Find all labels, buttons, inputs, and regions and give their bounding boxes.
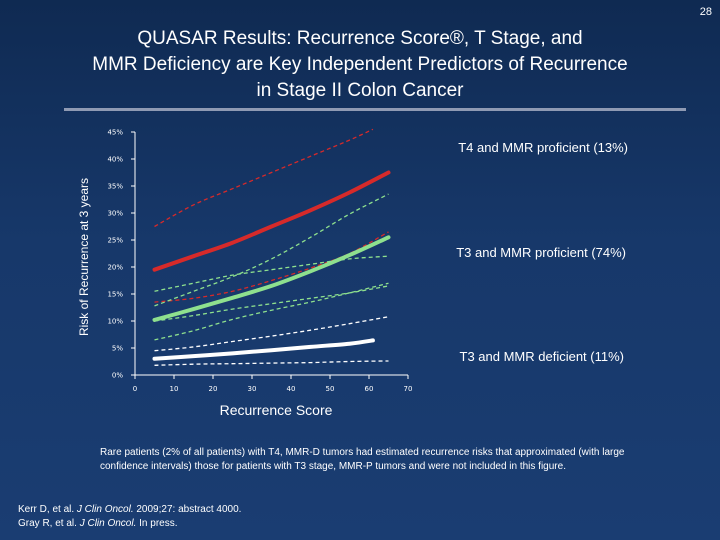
y-tick-label: 10% xyxy=(107,318,123,326)
confidence-band-line-7 xyxy=(154,285,389,322)
slide-number: 28 xyxy=(699,6,712,18)
reference-2: Gray R, et al. J Clin Oncol. In press. xyxy=(18,518,178,529)
x-tick-label: 0 xyxy=(133,385,137,393)
x-tick-label: 50 xyxy=(326,385,335,393)
y-tick-label: 30% xyxy=(107,210,123,218)
chart-axes: 0% 5% 10% 15% 20% 25% 30% 35% 40% 45% 0 10 20 30 40 50 6… xyxy=(107,129,412,394)
confidence-band-line-6 xyxy=(154,255,389,292)
estimate-line-0 xyxy=(152,170,391,272)
y-tick-label: 35% xyxy=(107,183,123,191)
y-tick-label: 5% xyxy=(112,345,123,353)
y-tick-label: 40% xyxy=(107,156,123,164)
title-line-3: in Stage II Colon Cancer xyxy=(256,80,464,101)
confidence-band-line-5 xyxy=(154,282,389,341)
confidence-band-line-2 xyxy=(154,231,389,303)
chart-series xyxy=(152,128,391,366)
x-axis-label: Recurrence Score xyxy=(219,402,333,418)
x-tick-label: 70 xyxy=(404,385,413,393)
x-tick-label: 40 xyxy=(287,385,296,393)
annotation-t3-mmr-deficient: T3 and MMR deficient (11%) xyxy=(460,349,625,364)
references: Kerr D, et al. J Clin Oncol. 2009;27: ab… xyxy=(18,503,241,531)
title-line-1: QUASAR Results: Recurrence Score®, T Sta… xyxy=(137,28,583,49)
y-tick-label: 20% xyxy=(107,264,123,272)
x-tick-label: 10 xyxy=(170,385,179,393)
reference-1: Kerr D, et al. J Clin Oncol. 2009;27: ab… xyxy=(18,504,242,515)
confidence-band-line-9 xyxy=(154,316,389,352)
x-tick-label: 60 xyxy=(365,385,374,393)
x-tick-label: 20 xyxy=(209,385,218,393)
y-tick-label: 45% xyxy=(107,129,123,137)
annotation-t3-mmr-proficient: T3 and MMR proficient (74%) xyxy=(456,245,626,260)
estimate-line-3 xyxy=(152,235,391,322)
slide-title: QUASAR Results: Recurrence Score®, T Sta… xyxy=(0,26,720,104)
title-divider xyxy=(64,108,686,111)
y-tick-label: 0% xyxy=(112,372,123,380)
confidence-band-line-4 xyxy=(154,193,389,307)
y-tick-label: 15% xyxy=(107,291,123,299)
annotation-t4-mmr-proficient: T4 and MMR proficient (13%) xyxy=(458,140,628,155)
confidence-band-line-10 xyxy=(154,360,389,366)
y-tick-label: 25% xyxy=(107,237,123,245)
estimate-line-8 xyxy=(152,338,375,361)
x-tick-label: 30 xyxy=(248,385,257,393)
title-line-2: MMR Deficiency are Key Independent Predi… xyxy=(92,54,628,75)
confidence-band-line-1 xyxy=(154,128,374,228)
footnote: Rare patients (2% of all patients) with … xyxy=(100,447,625,472)
